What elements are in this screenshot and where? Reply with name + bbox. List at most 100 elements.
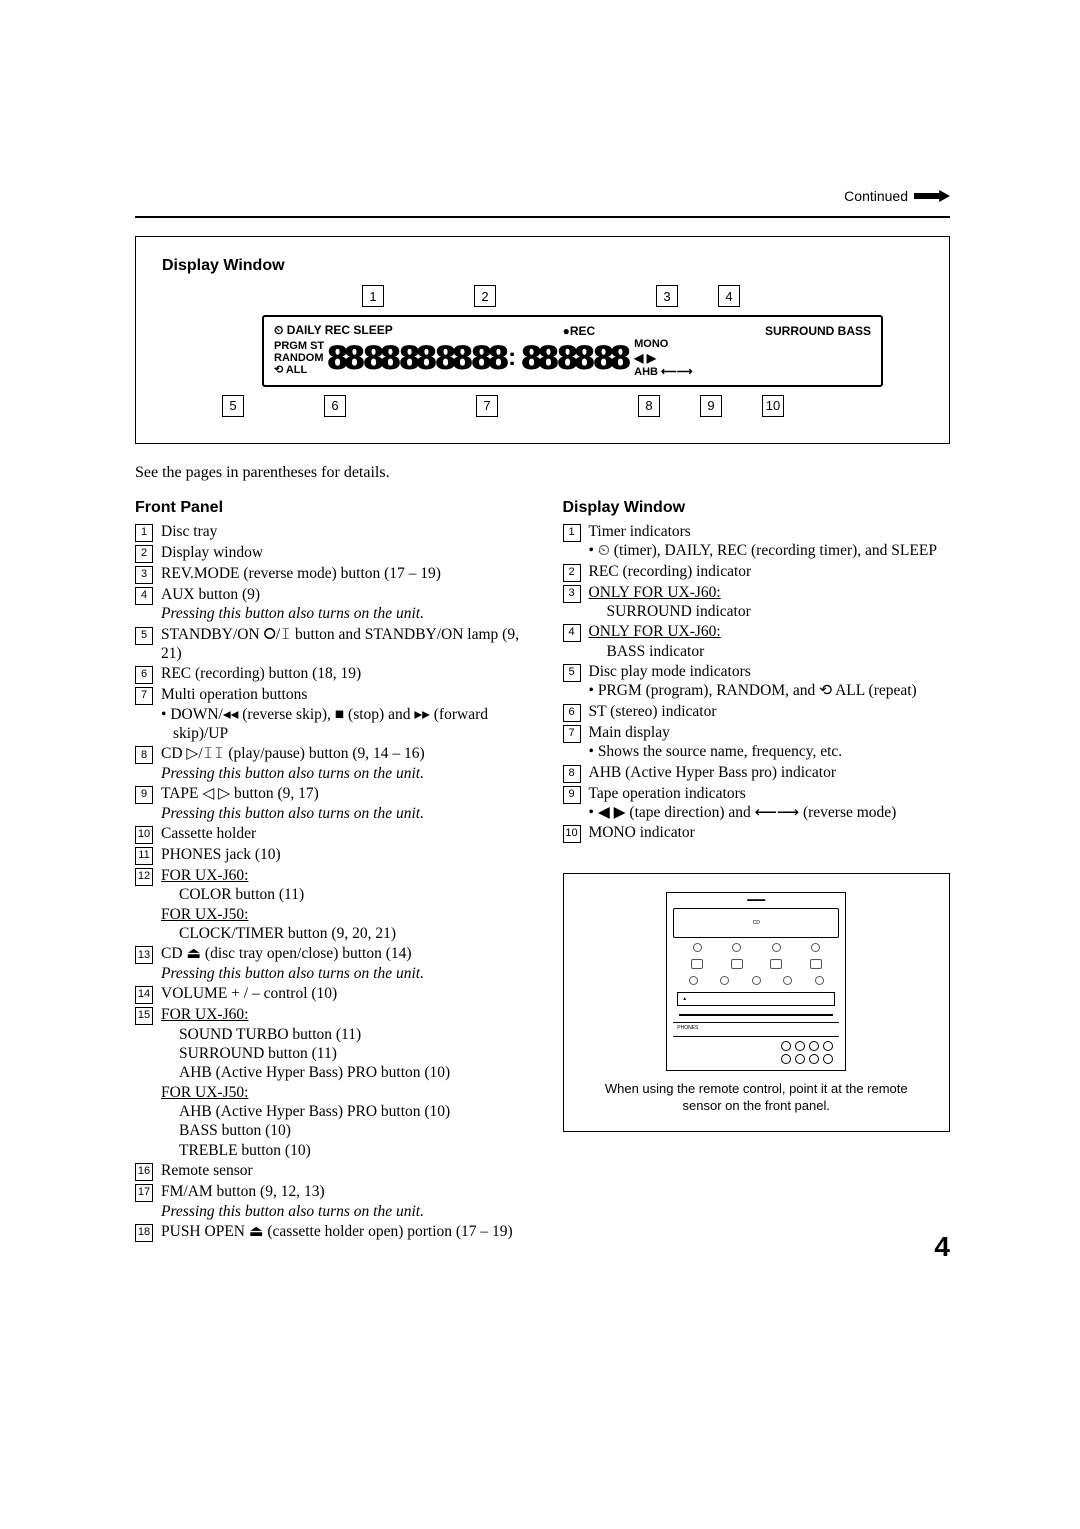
- item-body: CD ⏏ (disc tray open/close) button (14)P…: [161, 944, 523, 983]
- item-body: REC (recording) indicator: [589, 562, 951, 581]
- item-number: 3: [135, 566, 153, 584]
- callout-num: 3: [656, 285, 678, 307]
- item-number: 2: [563, 564, 581, 582]
- top-rule: [135, 216, 950, 218]
- item-number: 16: [135, 1163, 153, 1181]
- item-number: 14: [135, 986, 153, 1004]
- callout-num: 9: [700, 395, 722, 417]
- list-item: 1Timer indicators⏲ (timer), DAILY, REC (…: [563, 522, 951, 561]
- callout-num: 5: [222, 395, 244, 417]
- item-number: 3: [563, 585, 581, 603]
- lcd-ahb-reverse: AHB ⟵⟶: [634, 366, 692, 379]
- front-panel-column: Front Panel 1Disc tray 2 Display window 3 RE…: [135, 498, 523, 1243]
- item-body: REV.MODE (reverse mode) button (17 – 19): [161, 564, 523, 583]
- item-number: 5: [563, 664, 581, 682]
- item-body: AUX button (9)Pressing this button also …: [161, 585, 523, 624]
- item-number: 9: [135, 786, 153, 804]
- item-number: 4: [135, 587, 153, 605]
- item-body: FOR UX-J60:SOUND TURBO button (11)SURROU…: [161, 1005, 523, 1160]
- lcd-digits: 88 88 88 88 88 : 88 88 88: [328, 338, 624, 378]
- list-item: 7 Main displayShows the source name, freq…: [563, 723, 951, 762]
- callout-num: 6: [324, 395, 346, 417]
- lcd-prgm: PRGM ST: [274, 340, 324, 352]
- lcd-mono: MONO: [634, 338, 668, 351]
- list-item: 8CD ▷/𝙸𝙸 (play/pause) button (9, 14 – 16…: [135, 744, 523, 783]
- list-item: 6ST (stereo) indicator: [563, 702, 951, 722]
- item-body: PHONES jack (10): [161, 845, 523, 864]
- page-number: 4: [934, 1231, 950, 1263]
- item-number: 15: [135, 1007, 153, 1025]
- item-body: REC (recording) button (18, 19): [161, 664, 523, 683]
- list-item: 9 Tape operation indicators◀ ▶ (tape dire…: [563, 784, 951, 823]
- lcd-random: RANDOM: [274, 352, 324, 364]
- item-body: Display window: [161, 543, 523, 562]
- item-body: ONLY FOR UX-J60:SURROUND indicator: [589, 583, 951, 622]
- list-item: 13 CD ⏏ (disc tray open/close) button (14…: [135, 944, 523, 983]
- item-body: PUSH OPEN ⏏ (cassette holder open) porti…: [161, 1222, 523, 1241]
- callout-num: 10: [762, 395, 784, 417]
- item-body: ST (stereo) indicator: [589, 702, 951, 721]
- item-number: 9: [563, 786, 581, 804]
- display-window-title: Display Window: [563, 498, 951, 518]
- item-number: 2: [135, 545, 153, 563]
- item-body: MONO indicator: [589, 823, 951, 842]
- list-item: 9 TAPE ◁ ▷ button (9, 17)Pressing this bu…: [135, 784, 523, 823]
- display-window-column: Display Window 1Timer indicators⏲ (timer…: [563, 498, 951, 1243]
- list-item: 1Disc tray: [135, 522, 523, 542]
- item-number: 13: [135, 946, 153, 964]
- list-item: 5STANDBY/ON ⭘/𝙸 button and STANDBY/ON la…: [135, 625, 523, 664]
- device-caption: When using the remote control, point it …: [604, 1081, 910, 1115]
- item-number: 4: [563, 624, 581, 642]
- item-number: 6: [135, 666, 153, 684]
- list-item: 3 ONLY FOR UX-J60:SURROUND indicator: [563, 583, 951, 622]
- item-number: 10: [135, 826, 153, 844]
- item-number: 8: [135, 746, 153, 764]
- device-illustration-box: ▬▬▬ CD ▲ PHONES When using the: [563, 873, 951, 1132]
- lcd-repeat-all: ⟲ ALL: [274, 364, 324, 376]
- list-item: 12 FOR UX-J60:COLOR button (11)FOR UX-J50…: [135, 866, 523, 944]
- device-front-illustration: ▬▬▬ CD ▲ PHONES: [666, 892, 846, 1071]
- item-body: Disc play mode indicatorsPRGM (program),…: [589, 662, 951, 701]
- item-body: Multi operation buttonsDOWN/◂◂ (reverse …: [161, 685, 523, 743]
- item-body: AHB (Active Hyper Bass pro) indicator: [589, 763, 951, 782]
- continued-text: Continued: [844, 188, 908, 204]
- item-body: FOR UX-J60:COLOR button (11)FOR UX-J50:C…: [161, 866, 523, 944]
- item-number: 1: [135, 524, 153, 542]
- item-number: 7: [563, 725, 581, 743]
- item-number: 5: [135, 627, 153, 645]
- item-body: FM/AM button (9, 12, 13)Pressing this bu…: [161, 1182, 523, 1221]
- item-body: Tape operation indicators◀ ▶ (tape direc…: [589, 784, 951, 823]
- list-item: 5 Disc play mode indicatorsPRGM (program)…: [563, 662, 951, 701]
- list-item: 10 Cassette holder: [135, 824, 523, 844]
- item-number: 1: [563, 524, 581, 542]
- lcd-rec: ●REC: [563, 324, 596, 338]
- continued-label: Continued: [844, 188, 950, 204]
- item-number: 10: [563, 825, 581, 843]
- front-panel-title: Front Panel: [135, 498, 523, 518]
- item-number: 12: [135, 868, 153, 886]
- list-item: 17 FM/AM button (9, 12, 13)Pressing this …: [135, 1182, 523, 1221]
- item-body: TAPE ◁ ▷ button (9, 17)Pressing this but…: [161, 784, 523, 823]
- list-item: 14 VOLUME + / – control (10): [135, 984, 523, 1004]
- display-diagram-box: Display Window 1 2 3 4 ⏲ DAILY REC SLEEP…: [135, 236, 950, 444]
- item-body: Remote sensor: [161, 1161, 523, 1180]
- item-body: Main displayShows the source name, frequ…: [589, 723, 951, 762]
- item-number: 8: [563, 765, 581, 783]
- list-item: 7 Multi operation buttonsDOWN/◂◂ (reverse…: [135, 685, 523, 743]
- list-item: 8 AHB (Active Hyper Bass pro) indicator: [563, 763, 951, 783]
- item-number: 17: [135, 1184, 153, 1202]
- lcd-panel: ⏲ DAILY REC SLEEP ●REC SURROUND BASS PRG…: [262, 315, 883, 387]
- display-diagram-title: Display Window: [162, 257, 923, 275]
- callout-num: 8: [638, 395, 660, 417]
- lcd-surround-bass: SURROUND BASS: [765, 324, 871, 338]
- item-number: 7: [135, 687, 153, 705]
- list-item: 4 AUX button (9)Pressing this button also…: [135, 585, 523, 624]
- callout-num: 7: [476, 395, 498, 417]
- list-item: 10 MONO indicator: [563, 823, 951, 843]
- callout-num: 4: [718, 285, 740, 307]
- item-number: 11: [135, 847, 153, 865]
- item-body: Cassette holder: [161, 824, 523, 843]
- item-body: ONLY FOR UX-J60:BASS indicator: [589, 622, 951, 661]
- item-body: VOLUME + / – control (10): [161, 984, 523, 1003]
- top-callouts: 1 2 3 4: [362, 285, 883, 307]
